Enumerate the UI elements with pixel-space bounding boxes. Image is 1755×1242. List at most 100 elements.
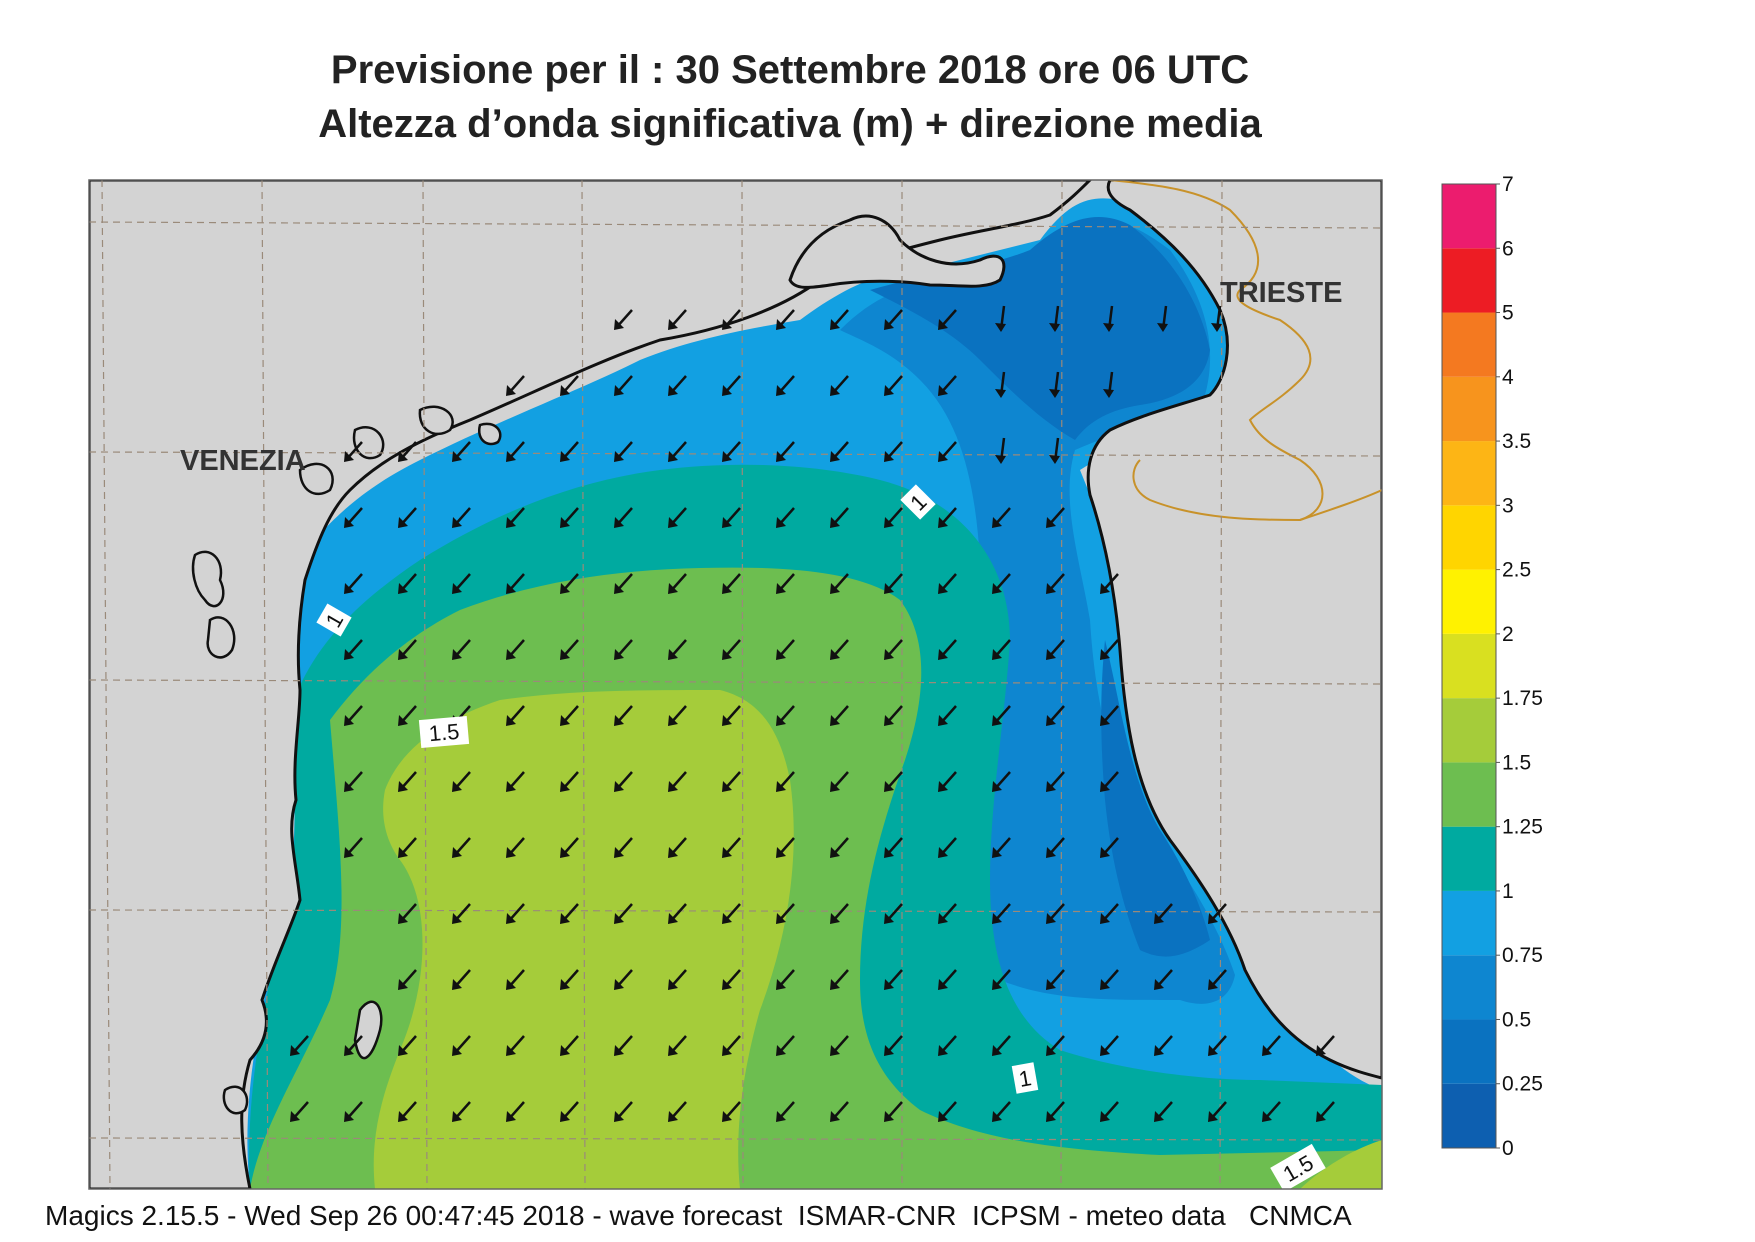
arrow-head <box>722 583 732 594</box>
arrow-head <box>1154 1045 1164 1056</box>
legend-label: 1.5 <box>1502 751 1531 774</box>
arrow-head <box>722 451 732 462</box>
legend-label: 3 <box>1502 494 1514 517</box>
arrow-head <box>722 1045 732 1056</box>
arrow-head <box>614 781 624 792</box>
contour-labels: 1 1 1 1.5 1.5 <box>316 484 1326 1189</box>
legend-swatch <box>1442 890 1496 956</box>
arrow-head <box>1154 1111 1164 1122</box>
arrow-head <box>668 847 678 858</box>
arrow-head <box>992 517 1002 528</box>
legend-swatch <box>1442 698 1496 763</box>
arrow-head <box>1100 715 1110 726</box>
arrow-head <box>830 319 840 330</box>
arrow-head <box>290 1045 300 1056</box>
arrow-head <box>830 715 840 726</box>
arrow-head <box>398 1111 408 1122</box>
arrow-head <box>1100 979 1110 990</box>
arrow-head <box>344 649 354 660</box>
arrow-head <box>560 1111 570 1122</box>
legend-label: 5 <box>1502 302 1514 325</box>
sea-band-0.25-0.5-east <box>1101 640 1210 957</box>
legend-label: 2.5 <box>1502 559 1531 582</box>
arrow-head <box>884 451 894 462</box>
place-label-venezia: VENEZIA <box>180 445 306 477</box>
arrow-head <box>398 847 408 858</box>
arrow-head <box>830 847 840 858</box>
arrow-head <box>995 455 1006 464</box>
arrow-head <box>995 389 1006 398</box>
arrow-head <box>722 715 732 726</box>
arrow-head <box>722 319 732 330</box>
arrow-head <box>1100 1111 1110 1122</box>
arrow-head <box>938 1045 948 1056</box>
arrow-head <box>560 979 570 990</box>
arrow-head <box>452 649 462 660</box>
arrow-head <box>884 1111 894 1122</box>
arrow-head <box>776 1045 786 1056</box>
arrow-head <box>1154 979 1164 990</box>
arrow-head <box>506 1045 516 1056</box>
arrow-head <box>1157 323 1168 332</box>
arrow-head <box>398 979 408 990</box>
legend-swatch <box>1442 762 1496 827</box>
arrow-head <box>344 517 354 528</box>
arrow-head <box>1100 649 1110 660</box>
arrow-head <box>938 385 948 396</box>
land-grado-lagoon <box>788 214 1006 289</box>
arrow-head <box>884 517 894 528</box>
arrow-head <box>1208 1045 1218 1056</box>
arrow-head <box>938 715 948 726</box>
legend-swatch <box>1442 376 1496 442</box>
legend-label: 1.25 <box>1502 816 1543 839</box>
arrow-head <box>668 979 678 990</box>
wave-direction-arrows <box>290 305 1335 1122</box>
credits-footer: Magics 2.15.5 - Wed Sep 26 00:47:45 2018… <box>45 1200 1352 1231</box>
legend-label: 4 <box>1502 366 1514 389</box>
arrow-head <box>560 385 570 396</box>
arrow-head <box>614 1045 624 1056</box>
legend-label: 2 <box>1502 623 1514 646</box>
arrow-head <box>560 1045 570 1056</box>
arrow-head <box>830 385 840 396</box>
arrow-head <box>506 913 516 924</box>
arrow-head <box>776 583 786 594</box>
arrow-head <box>560 649 570 660</box>
place-label-trieste: TRIESTE <box>1220 277 1342 309</box>
arrow-head <box>668 517 678 528</box>
arrow-head <box>1100 1045 1110 1056</box>
legend-swatch <box>1442 505 1496 570</box>
legend-label: 3.5 <box>1502 430 1531 453</box>
arrow-head <box>344 583 354 594</box>
arrow-head <box>992 1111 1002 1122</box>
arrow-head <box>452 1111 462 1122</box>
legend-swatch <box>1442 633 1496 699</box>
arrow-head <box>452 979 462 990</box>
arrow-head <box>992 781 1002 792</box>
legend-frame <box>1441 183 1497 1149</box>
arrow-head <box>1262 1111 1272 1122</box>
arrow-head <box>776 979 786 990</box>
arrow-head <box>830 451 840 462</box>
arrow-head <box>1208 979 1218 990</box>
arrow-head <box>668 715 678 726</box>
arrow-head <box>1154 913 1164 924</box>
arrow-head <box>776 451 786 462</box>
arrow-head <box>1316 1045 1326 1056</box>
arrow-head <box>884 781 894 792</box>
arrow-head <box>1103 323 1114 332</box>
legend-label: 0.75 <box>1502 944 1543 967</box>
arrow-head <box>614 583 624 594</box>
arrow-head <box>776 1111 786 1122</box>
arrow-head <box>1100 913 1110 924</box>
contour-label: 1.5 <box>428 719 461 747</box>
lagoon-islands <box>191 405 502 1115</box>
arrow-head <box>722 913 732 924</box>
arrow-head <box>452 517 462 528</box>
arrow-head <box>776 715 786 726</box>
legend-swatch <box>1442 1083 1496 1148</box>
arrow-head <box>506 583 516 594</box>
legend-label: 0.25 <box>1502 1073 1543 1096</box>
legend-label: 1.75 <box>1502 687 1543 710</box>
